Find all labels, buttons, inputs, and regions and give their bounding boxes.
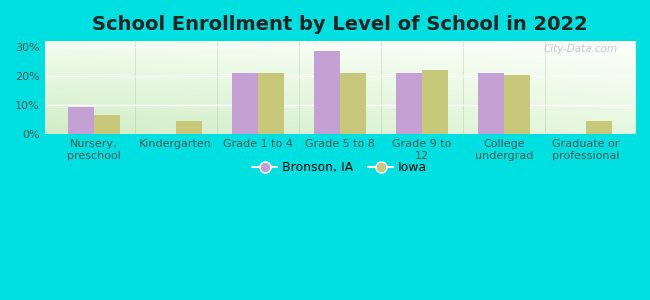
- Bar: [231, 73, 258, 134]
- Legend: Bronson, IA, Iowa: Bronson, IA, Iowa: [247, 156, 432, 179]
- Bar: [396, 73, 422, 134]
- Bar: [68, 106, 94, 134]
- Bar: [313, 51, 340, 134]
- Bar: [504, 75, 530, 134]
- Text: City-Data.com: City-Data.com: [543, 44, 618, 54]
- Bar: [478, 73, 504, 134]
- Bar: [340, 73, 366, 134]
- Bar: [422, 70, 448, 134]
- Bar: [94, 115, 120, 134]
- Bar: [586, 121, 612, 134]
- Title: School Enrollment by Level of School in 2022: School Enrollment by Level of School in …: [92, 15, 588, 34]
- Bar: [176, 121, 202, 134]
- Bar: [258, 73, 284, 134]
